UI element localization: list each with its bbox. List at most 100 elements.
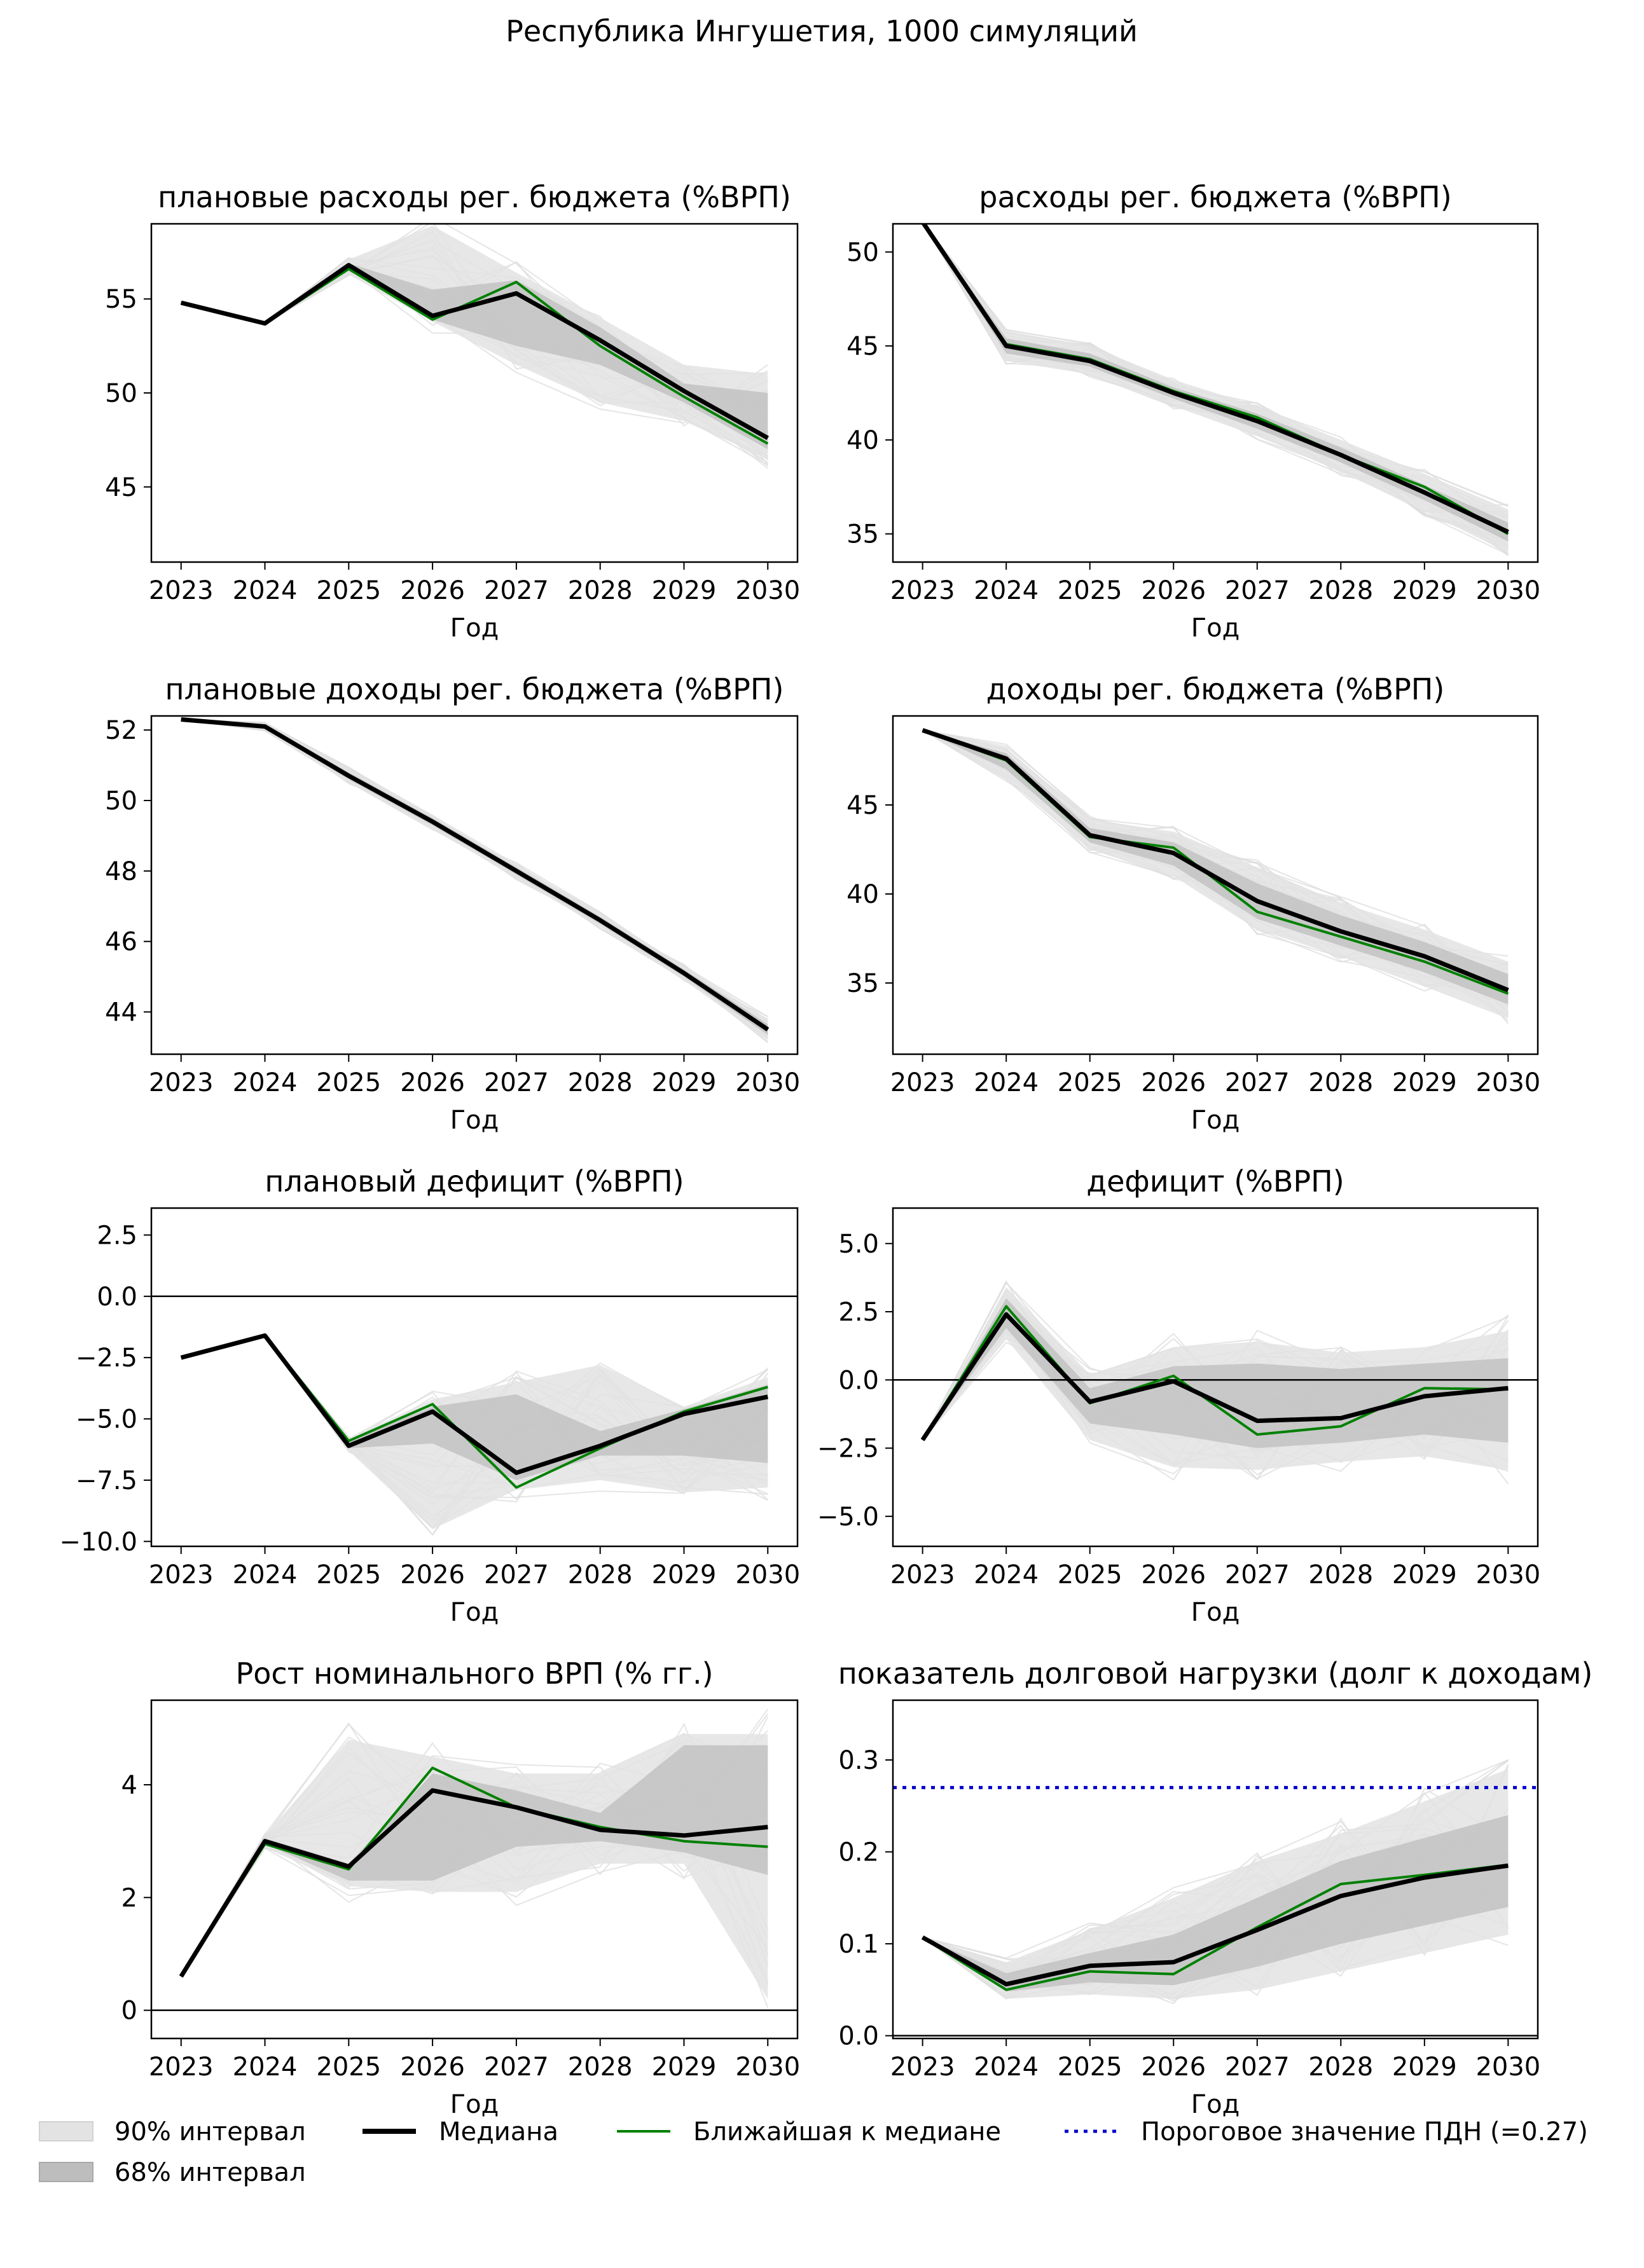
x-tick-label: 2026	[1141, 576, 1206, 605]
x-tick-label: 2023	[890, 2052, 955, 2082]
y-tick-label: −5.0	[817, 1502, 879, 1532]
y-tick-label: 50	[846, 238, 879, 267]
x-tick-label: 2029	[652, 1068, 717, 1097]
x-tick-label: 2024	[233, 1068, 298, 1097]
y-tick-label: 48	[105, 857, 137, 886]
x-tick-label: 2028	[1308, 2052, 1373, 2082]
chart-title: доходы рег. бюджета (%ВРП)	[986, 672, 1445, 706]
x-tick-label: 2027	[1225, 2052, 1290, 2082]
plot-area	[922, 728, 1509, 1024]
legend-label-band90: 90% интервал	[114, 2117, 306, 2147]
legend-item-band68: 68% интервал	[39, 2158, 306, 2187]
x-tick-label: 2026	[1141, 2052, 1206, 2082]
x-tick-label: 2028	[1308, 1560, 1373, 1590]
x-tick-label: 2027	[1225, 1560, 1290, 1590]
x-axis-label: Год	[1191, 1598, 1240, 1627]
x-tick-label: 2023	[890, 576, 955, 605]
y-tick-label: 2.5	[97, 1221, 137, 1250]
axes-frame	[150, 715, 799, 1055]
plot-area	[151, 1295, 798, 1536]
x-tick-label: 2024	[974, 576, 1039, 605]
x-tick-label: 2024	[233, 576, 298, 605]
y-tick-label: 45	[105, 473, 137, 502]
y-tick-label: 0.2	[838, 1838, 879, 1867]
y-tick-label: −2.5	[817, 1434, 879, 1464]
legend-swatch-band68	[39, 2162, 93, 2182]
band-68	[181, 1335, 768, 1480]
x-tick-label: 2025	[1058, 576, 1122, 605]
x-tick-label: 2024	[233, 2052, 298, 2082]
chart-panel-5: 2023 2024 2025 2026 2027 2028 2029 2030 −10.0 −7.…	[59, 1164, 800, 1627]
median-line	[921, 1863, 1509, 1987]
x-tick-label: 2030	[735, 576, 800, 605]
x-tick-label: 2025	[316, 1068, 381, 1097]
x-tick-label: 2024	[974, 1560, 1039, 1590]
x-tick-label: 2026	[400, 1068, 465, 1097]
axes-frame	[892, 715, 1539, 1055]
x-tick-label: 2025	[1058, 1068, 1122, 1097]
x-tick-label: 2029	[1392, 1068, 1457, 1097]
legend-item-closest: Ближайшая к медиане	[617, 2117, 1001, 2147]
band-68	[181, 1745, 768, 1977]
median-line	[180, 263, 770, 440]
x-axis-label: Год	[450, 614, 499, 643]
y-tick-label: 0.1	[838, 1930, 879, 1959]
y-tick-label: 55	[105, 285, 137, 314]
y-tick-label: 0.3	[838, 1746, 879, 1775]
x-axis-label: Год	[1191, 1106, 1240, 1135]
chart-panel-2: 2023 2024 2025 2026 2027 2028 2029 2030 35 40 45 50…	[846, 180, 1540, 643]
x-tick-label: 2025	[316, 1560, 381, 1590]
chart-title: дефицит (%ВРП)	[1086, 1164, 1344, 1199]
x-tick-label: 2028	[568, 1068, 633, 1097]
median-line	[180, 1333, 769, 1475]
axes-frame	[892, 223, 1539, 563]
chart-title: плановые расходы рег. бюджета (%ВРП)	[158, 180, 791, 214]
chart-panel-4: 2023 2024 2025 2026 2027 2028 2029 2030 35 40 45 Го…	[846, 672, 1540, 1135]
plot-area	[893, 1280, 1538, 1485]
y-tick-label: −5.0	[76, 1405, 137, 1434]
plot-area	[921, 224, 1509, 556]
x-tick-label: 2030	[1475, 576, 1540, 605]
chart-title: расходы рег. бюджета (%ВРП)	[979, 180, 1451, 214]
x-tick-label: 2024	[974, 2052, 1039, 2082]
legend-label-threshold: Пороговое значение ПДН (=0.27)	[1141, 2117, 1588, 2147]
y-tick-label: 4	[121, 1771, 137, 1800]
chart-title: плановые доходы рег. бюджета (%ВРП)	[165, 672, 784, 706]
x-tick-label: 2029	[1392, 1560, 1457, 1590]
x-tick-label: 2029	[1392, 576, 1457, 605]
y-tick-label: 0.0	[838, 2022, 879, 2051]
y-tick-label: 40	[846, 880, 879, 909]
legend-label-median: Медиана	[439, 2117, 558, 2147]
x-tick-label: 2028	[1308, 1068, 1373, 1097]
x-tick-label: 2028	[568, 576, 633, 605]
x-tick-label: 2029	[1392, 2052, 1457, 2082]
x-tick-label: 2025	[1058, 1560, 1122, 1590]
x-tick-label: 2030	[735, 1068, 800, 1097]
y-tick-label: 46	[105, 928, 137, 957]
chart-panel-7: 2023 2024 2025 2026 2027 2028 2029 2030 0 2 4 Год Ро…	[121, 1656, 801, 2119]
axes-frame	[892, 1207, 1539, 1548]
y-tick-label: 50	[105, 787, 137, 816]
x-tick-label: 2026	[400, 576, 465, 605]
x-tick-label: 2026	[400, 2052, 465, 2082]
x-tick-label: 2030	[1475, 1560, 1540, 1590]
x-tick-label: 2030	[1475, 1068, 1540, 1097]
closest-line	[921, 1305, 1509, 1441]
y-tick-label: −10.0	[59, 1527, 137, 1557]
y-tick-label: 0.0	[838, 1366, 879, 1395]
axes-frame	[150, 1207, 799, 1548]
legend: 90% интервал 68% интервал Медиана Ближай…	[39, 2117, 1588, 2187]
x-tick-label: 2024	[974, 1068, 1039, 1097]
band-90	[922, 1769, 1509, 1999]
x-tick-label: 2029	[652, 2052, 717, 2082]
legend-label-closest: Ближайшая к медиане	[693, 2117, 1001, 2147]
median-line	[920, 1312, 1509, 1441]
median-line	[179, 1788, 768, 1978]
x-tick-label: 2027	[484, 2052, 549, 2082]
legend-item-threshold: Пороговое значение ПДН (=0.27)	[1065, 2117, 1588, 2147]
y-tick-label: 5.0	[838, 1230, 879, 1259]
x-tick-label: 2025	[1058, 2052, 1122, 2082]
median-line	[181, 717, 770, 1032]
axes-frame	[892, 1699, 1539, 2040]
chart-panel-8: 2023 2024 2025 2026 2027 2028 2029 2030 0.0 0.1 0.…	[838, 1656, 1593, 2119]
